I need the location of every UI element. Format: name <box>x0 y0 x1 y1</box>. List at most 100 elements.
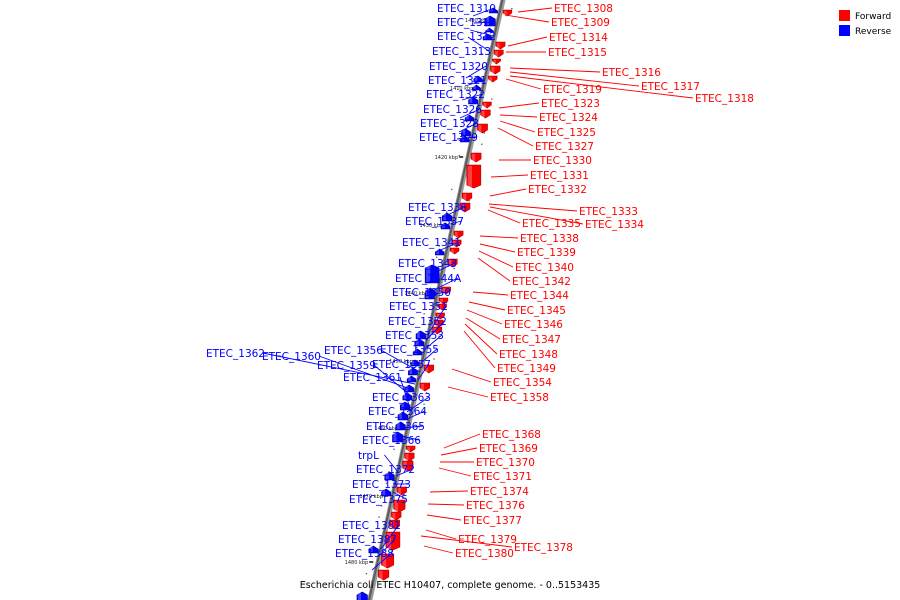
forward-gene-label[interactable]: ETEC_1330 <box>533 155 592 167</box>
forward-gene-label[interactable]: ETEC_1354 <box>493 377 552 389</box>
reverse-gene-label[interactable]: ETEC_1321 <box>428 75 487 87</box>
reverse-gene-label[interactable]: ETEC_1350 <box>392 287 451 299</box>
forward-gene-block[interactable] <box>482 101 492 109</box>
reverse-gene-block[interactable] <box>485 27 494 33</box>
forward-gene-label[interactable]: ETEC_1318 <box>695 93 754 105</box>
reverse-gene-label[interactable]: ETEC_1375 <box>349 494 408 506</box>
forward-gene-label[interactable]: ETEC_1319 <box>543 84 602 96</box>
forward-gene-label[interactable]: ETEC_1325 <box>537 127 596 139</box>
forward-gene-label[interactable]: ETEC_1347 <box>502 334 561 346</box>
reverse-gene-label[interactable]: ETEC_1372 <box>356 464 415 476</box>
reverse-gene-block[interactable] <box>414 338 425 347</box>
forward-gene-label[interactable]: ETEC_1349 <box>497 363 556 375</box>
reverse-gene-block[interactable] <box>424 290 435 300</box>
forward-gene-block[interactable] <box>449 247 460 255</box>
forward-gene-label[interactable]: ETEC_1335 <box>522 218 581 230</box>
reverse-gene-label[interactable]: ETEC_1364 <box>368 406 427 418</box>
reverse-gene-block[interactable] <box>412 348 423 356</box>
reverse-gene-label[interactable]: ETEC_1356 <box>324 345 383 357</box>
forward-gene-block[interactable] <box>393 499 406 513</box>
forward-gene-label[interactable]: ETEC_1369 <box>479 443 538 455</box>
forward-gene-label[interactable]: ETEC_1371 <box>473 471 532 483</box>
reverse-gene-label[interactable]: ETEC_1359 <box>317 360 376 372</box>
reverse-gene-label[interactable]: ETEC_1361 <box>343 372 402 384</box>
forward-gene-label[interactable]: ETEC_1379 <box>458 534 517 546</box>
forward-gene-label[interactable]: ETEC_1374 <box>470 486 529 498</box>
forward-gene-label[interactable]: ETEC_1314 <box>549 32 608 44</box>
reverse-gene-block[interactable] <box>384 471 395 481</box>
forward-gene-block[interactable] <box>438 297 449 305</box>
forward-gene-label[interactable]: ETEC_1344 <box>510 290 569 302</box>
reverse-gene-block[interactable] <box>356 591 368 600</box>
reverse-gene-label[interactable]: ETEC_1322 <box>426 89 485 101</box>
forward-gene-block[interactable] <box>488 75 498 83</box>
forward-gene-label[interactable]: ETEC_1315 <box>548 47 607 59</box>
reverse-gene-block[interactable] <box>381 488 391 497</box>
reverse-gene-label[interactable]: ETEC_1388 <box>335 548 394 560</box>
forward-gene-label[interactable]: ETEC_1339 <box>517 247 576 259</box>
forward-gene-block[interactable] <box>402 460 414 472</box>
reverse-gene-label[interactable]: ETEC_1326 <box>423 104 482 116</box>
reverse-gene-label[interactable]: ETEC_1310 <box>437 3 496 15</box>
forward-gene-block[interactable] <box>492 58 501 65</box>
reverse-gene-label[interactable]: ETEC_1353 <box>385 330 444 342</box>
forward-gene-label[interactable]: ETEC_1308 <box>554 3 613 15</box>
forward-gene-block[interactable] <box>453 230 464 239</box>
forward-gene-label[interactable]: ETEC_1317 <box>641 81 700 93</box>
forward-gene-label[interactable]: ETEC_1377 <box>463 515 522 527</box>
forward-gene-label[interactable]: ETEC_1333 <box>579 206 638 218</box>
reverse-gene-block[interactable] <box>464 114 475 122</box>
reverse-gene-label[interactable]: ETEC_1320 <box>429 61 488 73</box>
reverse-gene-label[interactable]: ETEC_1381 <box>342 520 401 532</box>
reverse-gene-label[interactable]: ETEC_1352 <box>388 316 447 328</box>
forward-gene-block[interactable] <box>490 65 501 75</box>
reverse-gene-label[interactable]: ETEC_1355 <box>380 344 439 356</box>
reverse-gene-label[interactable]: ETEC_1373 <box>352 479 411 491</box>
forward-gene-label[interactable]: ETEC_1342 <box>512 276 571 288</box>
reverse-gene-label[interactable]: ETEC_1341 <box>402 237 461 249</box>
reverse-gene-label[interactable]: ETEC_1311 <box>437 17 496 29</box>
forward-gene-label[interactable]: ETEC_1316 <box>602 67 661 79</box>
reverse-gene-block[interactable] <box>461 128 471 137</box>
reverse-gene-block[interactable] <box>399 401 411 411</box>
reverse-gene-block[interactable] <box>472 84 481 91</box>
reverse-gene-label[interactable]: ETEC_1343 <box>398 258 457 270</box>
forward-gene-label[interactable]: ETEC_1370 <box>476 457 535 469</box>
reverse-gene-label[interactable]: ETEC_1336 <box>408 202 467 214</box>
forward-gene-label[interactable]: ETEC_1323 <box>541 98 600 110</box>
forward-gene-block[interactable] <box>480 109 491 119</box>
reverse-gene-block[interactable] <box>415 330 426 340</box>
reverse-gene-label[interactable]: ETEC_1387 <box>338 534 397 546</box>
reverse-gene-label[interactable]: ETEC_1362 <box>206 348 265 360</box>
reverse-gene-label[interactable]: ETEC_1363 <box>372 392 431 404</box>
reverse-gene-label[interactable]: ETEC_1328 <box>420 118 479 130</box>
forward-gene-label[interactable]: ETEC_1348 <box>499 349 558 361</box>
forward-gene-block[interactable] <box>381 553 395 569</box>
forward-gene-label[interactable]: ETEC_1338 <box>520 233 579 245</box>
forward-gene-label[interactable]: ETEC_1340 <box>515 262 574 274</box>
forward-gene-label[interactable]: ETEC_1378 <box>514 542 573 554</box>
reverse-gene-block[interactable] <box>397 411 408 421</box>
reverse-gene-label[interactable]: ETEC_1366 <box>362 435 421 447</box>
reverse-gene-label[interactable]: ETEC_1357 <box>372 359 431 371</box>
forward-gene-label[interactable]: ETEC_1376 <box>466 500 525 512</box>
forward-gene-block[interactable] <box>378 569 390 581</box>
reverse-gene-block[interactable] <box>392 431 404 443</box>
reverse-gene-block[interactable] <box>441 212 453 222</box>
reverse-gene-block[interactable] <box>410 359 420 367</box>
forward-gene-block[interactable] <box>391 511 402 521</box>
forward-gene-label[interactable]: ETEC_1345 <box>507 305 566 317</box>
forward-gene-label[interactable]: ETEC_1346 <box>504 319 563 331</box>
forward-gene-block[interactable] <box>461 192 473 202</box>
forward-gene-block[interactable] <box>493 49 504 58</box>
reverse-gene-label[interactable]: ETEC_1365 <box>366 421 425 433</box>
forward-gene-block[interactable] <box>466 164 482 189</box>
forward-gene-label[interactable]: ETEC_1334 <box>585 219 644 231</box>
forward-gene-block[interactable] <box>470 152 482 163</box>
forward-gene-block[interactable] <box>459 202 471 213</box>
reverse-gene-label[interactable]: ETEC_1313 <box>432 46 491 58</box>
forward-gene-block[interactable] <box>477 123 488 134</box>
forward-gene-block[interactable] <box>396 486 407 496</box>
forward-gene-label[interactable]: ETEC_1332 <box>528 184 587 196</box>
forward-gene-block[interactable] <box>404 452 415 462</box>
